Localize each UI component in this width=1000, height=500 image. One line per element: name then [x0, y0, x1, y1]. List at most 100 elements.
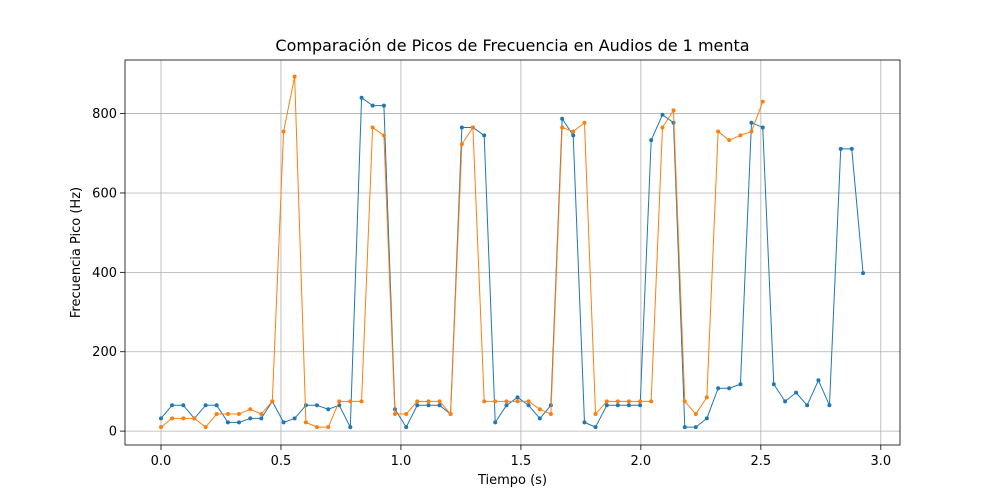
series-1-point: [526, 403, 531, 408]
series-1-point: [515, 395, 520, 400]
series-2-point: [426, 399, 431, 404]
x-tick-label: 0.5: [271, 454, 292, 469]
series-2-point: [281, 129, 286, 134]
series-2-point: [649, 399, 654, 404]
series-2-point: [381, 133, 386, 138]
series-2-point: [693, 412, 698, 417]
series-1-point: [861, 271, 866, 276]
series-2-point: [370, 125, 375, 130]
series-1-point: [303, 403, 308, 408]
series-1-point: [838, 146, 843, 151]
series-2-point: [515, 399, 520, 404]
series-1-point: [504, 403, 509, 408]
series-1-point: [248, 416, 253, 421]
series-1-point: [849, 146, 854, 151]
x-tick-label: 1.5: [511, 454, 532, 469]
series-2-point: [526, 399, 531, 404]
series-2-point: [571, 129, 576, 134]
series-2-point: [682, 399, 687, 404]
series-1-point: [225, 420, 230, 425]
series-2-point: [459, 142, 464, 147]
series-1-point: [660, 112, 665, 117]
x-tick-label: 2.5: [750, 454, 771, 469]
series-2-point: [615, 399, 620, 404]
y-tick-label: 0: [109, 425, 117, 440]
series-1-point: [626, 403, 631, 408]
series-1-point: [593, 425, 598, 430]
series-2-point: [716, 129, 721, 134]
series-1-point: [381, 103, 386, 108]
series-1-point: [459, 125, 464, 130]
series-1-point: [816, 378, 821, 383]
x-tick-label: 3.0: [870, 454, 891, 469]
series-1-point: [638, 403, 643, 408]
series-2-point: [548, 412, 553, 417]
series-1-point: [693, 425, 698, 430]
series-1-point: [615, 403, 620, 408]
series-2-point: [626, 399, 631, 404]
series-1-point: [348, 425, 353, 430]
series-2-point: [270, 399, 275, 404]
axis-ticks: 0.0 0.5 1.0 1.5 2.0 2.5 3.0 0 200 400 600 800: [92, 107, 891, 469]
y-tick-label: 800: [92, 107, 117, 122]
series-1-point: [760, 125, 765, 130]
series-2-point: [348, 399, 353, 404]
series-2-point: [359, 399, 364, 404]
chart-title: Comparación de Picos de Frecuencia en Au…: [275, 36, 749, 55]
series-1-point: [771, 382, 776, 387]
series-1-point: [704, 416, 709, 421]
series-2-point: [470, 125, 475, 130]
series-1-point: [682, 425, 687, 430]
plot-area-frame: [124, 59, 901, 446]
series-2-point: [727, 138, 732, 143]
series-2-point: [504, 399, 509, 404]
series-1-point: [794, 390, 799, 395]
series-1-point: [415, 403, 420, 408]
series-2-point: [392, 412, 397, 417]
series-2-point: [225, 412, 230, 417]
series-1-point: [236, 420, 241, 425]
series-2-point: [170, 416, 175, 421]
series-1-point: [738, 382, 743, 387]
series-2-point: [337, 399, 342, 404]
series-1-point: [426, 403, 431, 408]
series-1-point: [493, 420, 498, 425]
series-1-point: [370, 103, 375, 108]
series-2-point: [214, 412, 219, 417]
y-tick-label: 600: [92, 186, 117, 201]
series-2-point: [192, 416, 197, 421]
series-2-point: [604, 399, 609, 404]
series-2-point: [593, 412, 598, 417]
series-2-point: [638, 399, 643, 404]
series-1-point: [181, 403, 186, 408]
series-2-point: [158, 425, 163, 430]
x-axis-title: Tiempo (s): [477, 473, 547, 488]
series-1-point: [359, 95, 364, 100]
x-tick-label: 2.0: [631, 454, 652, 469]
x-tick-label: 0.0: [151, 454, 172, 469]
series-2-point: [326, 425, 331, 430]
series-2-point: [236, 412, 241, 417]
series-2-point: [493, 399, 498, 404]
series-1-point: [716, 386, 721, 391]
series-1-point: [437, 403, 442, 408]
series-2-point: [671, 108, 676, 113]
series-1-point: [560, 116, 565, 121]
series-2-point: [749, 129, 754, 134]
series-2-point: [760, 99, 765, 104]
series-1-point: [170, 403, 175, 408]
series-2-point: [303, 420, 308, 425]
series-1-point: [749, 120, 754, 125]
series-2-point: [292, 74, 297, 79]
series-2-point: [560, 125, 565, 130]
series-2-point: [448, 412, 453, 417]
series-1-point: [582, 420, 587, 425]
series-2-point: [482, 399, 487, 404]
series-1-point: [537, 416, 542, 421]
series-1-point: [783, 399, 788, 404]
series-1-point: [805, 403, 810, 408]
series-1-point: [604, 403, 609, 408]
grid-lines: [125, 60, 900, 445]
series-1-point: [727, 386, 732, 391]
